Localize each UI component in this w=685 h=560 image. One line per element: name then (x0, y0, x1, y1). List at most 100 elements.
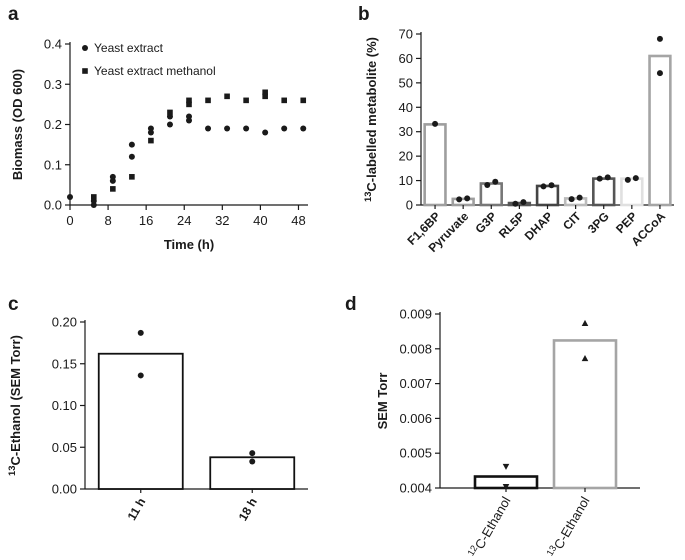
replicate-point (137, 329, 144, 336)
replicate-point (568, 196, 575, 203)
bar (507, 201, 532, 207)
data-point-circle (224, 125, 231, 132)
data-point-circle (262, 129, 269, 136)
y-tick-label: 0.15 (52, 356, 77, 371)
bar (451, 197, 475, 207)
data-point-circle (281, 125, 288, 132)
y-axis-title: SEM Torr (375, 373, 390, 430)
bar (592, 177, 616, 207)
y-tick-label: 0.009 (399, 307, 432, 322)
x-tick-label: 8 (104, 213, 111, 228)
x-tick-label: G3P (473, 209, 500, 236)
y-tick-label: 0.0 (44, 198, 62, 213)
x-tick-label-text: C-Ethanol (472, 494, 514, 552)
replicate-point (548, 182, 555, 189)
bar (209, 456, 296, 490)
x-tick-label: DHAP (522, 209, 556, 243)
data-point-square (262, 93, 268, 100)
y-tick-label: 60 (399, 51, 413, 66)
x-tick-label: 16 (139, 213, 153, 228)
y-tick-label: 30 (399, 124, 413, 139)
y-tick-label: 0 (406, 198, 413, 213)
y-tick-label: 40 (399, 100, 413, 115)
replicate-point (456, 196, 463, 203)
replicate-point-triangle-down (502, 463, 510, 470)
y-axis-title-superscript: 13 (7, 466, 17, 476)
y-tick-label: 0.3 (44, 77, 62, 92)
y-tick-label: 0.007 (399, 376, 432, 391)
panel-label-c: c (8, 294, 19, 315)
bar (535, 184, 560, 207)
x-axis-title: Time (h) (164, 237, 214, 252)
legend-label: Yeast extract (94, 41, 164, 55)
replicate-point (632, 175, 639, 182)
y-tick-label: 0.05 (52, 440, 77, 455)
data-point-square (205, 97, 211, 104)
y-axis-title-text: C-labelled metabolite (%) (364, 37, 379, 192)
panel-label-d: d (345, 294, 357, 315)
data-point-square (281, 97, 287, 104)
replicate-point (464, 195, 471, 202)
x-tick-label: 40 (253, 213, 267, 228)
data-point-square (224, 93, 230, 100)
y-axis-title-text: C-Ethanol (SEM Torr) (8, 335, 23, 465)
y-axis-title: Biomass (OD 600) (10, 69, 25, 180)
x-tick-label: 12C-Ethanol (466, 493, 514, 560)
x-tick-label: CIT (560, 209, 584, 233)
y-tick-label: 50 (399, 75, 413, 90)
x-tick-label: RL5P (496, 209, 528, 241)
data-point-circle (205, 125, 212, 132)
data-point-square (148, 137, 154, 144)
replicate-point-triangle-up (581, 319, 589, 326)
data-point-circle (67, 193, 73, 200)
x-tick-label: 32 (215, 213, 229, 228)
data-point-square (186, 101, 192, 108)
x-tick-label-superscript: 12 (466, 544, 480, 558)
y-tick-label: 0.008 (399, 341, 432, 356)
y-tick-label: 0.1 (44, 157, 62, 172)
replicate-point (656, 70, 663, 77)
replicate-point (604, 174, 611, 181)
y-axis-title: 13C-labelled metabolite (%) (363, 37, 379, 202)
x-tick-label: 24 (177, 213, 191, 228)
y-axis-title: 13C-Ethanol (SEM Torr) (7, 335, 23, 476)
y-tick-label: 70 (399, 27, 413, 42)
y-tick-label: 0.005 (399, 446, 432, 461)
y-tick-label: 0.004 (399, 481, 432, 496)
y-tick-label: 10 (399, 173, 413, 188)
data-point-square (262, 89, 268, 96)
replicate-point (137, 372, 144, 379)
bar (552, 339, 618, 490)
data-point-circle (166, 121, 173, 128)
replicate-point-triangle-down (502, 484, 510, 491)
y-tick-label: 0.00 (52, 482, 77, 497)
chart-c-13c-ethanol: 0.00 0.05 0.10 0.15 0.20 11 h 18 h 13C-Ethanol … (7, 315, 308, 524)
data-point-square (186, 97, 192, 104)
data-point-circle (243, 125, 250, 132)
x-tick-label: 48 (291, 213, 305, 228)
data-point-square (110, 186, 116, 192)
data-point-circle (147, 125, 154, 132)
x-tick-label: 3PG (585, 209, 612, 236)
panel-label-a: a (8, 4, 19, 25)
data-point-square (243, 97, 249, 104)
legend-label: Yeast extract methanol (94, 64, 216, 78)
bar (423, 123, 447, 207)
y-axis-title-superscript: 13 (363, 192, 373, 202)
replicate-point (624, 176, 631, 183)
chart-d-sem-torr: 0.0040.0050.0060.0070.0080.00912C-Ethano… (375, 307, 640, 560)
y-tick-label: 20 (399, 149, 413, 164)
replicate-point (432, 120, 439, 127)
replicate-point (520, 199, 527, 206)
replicate-point (249, 450, 256, 457)
data-point-square (167, 109, 173, 116)
bar (97, 352, 184, 490)
replicate-point (656, 35, 663, 42)
y-tick-label: 0.2 (44, 117, 62, 132)
bar (620, 177, 644, 207)
x-tick-label-text: C-Ethanol (551, 494, 593, 552)
y-tick-label: 0.20 (52, 315, 77, 330)
x-tick-label: 18 h (236, 496, 260, 524)
